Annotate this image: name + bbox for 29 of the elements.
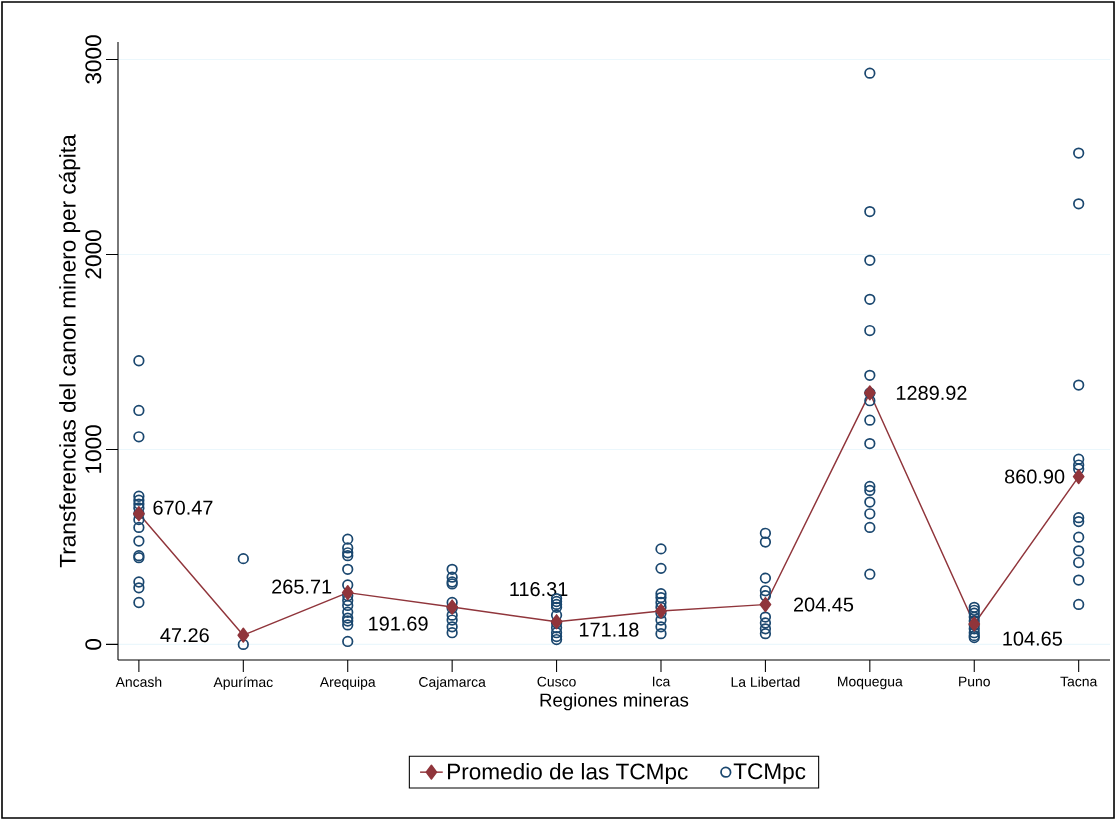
- data-label: 265.71: [272, 579, 332, 594]
- data-label: 104.65: [1003, 631, 1062, 646]
- y-axis-title: Transferencias del canon minero per cápita: [58, 134, 81, 568]
- legend-label: Promedio de las TCMpc: [448, 762, 688, 785]
- data-label: 204.45: [794, 597, 854, 612]
- x-tick-label: Puno: [959, 676, 990, 687]
- x-tick-label: Ica: [652, 676, 671, 687]
- x-tick-label: Moquegua: [838, 676, 903, 690]
- y-tick-label: 0: [85, 639, 102, 650]
- x-tick-label: Arequipa: [319, 676, 376, 690]
- data-label: 1289.92: [896, 385, 967, 400]
- x-tick-label: Apurímac: [213, 676, 273, 690]
- x-tick-label: La Libertad: [731, 676, 800, 687]
- data-label: 47.26: [160, 628, 209, 643]
- y-tick-label: 2000: [85, 230, 102, 279]
- data-label: 860.90: [1005, 469, 1065, 484]
- x-tick-label: Tacna: [1060, 676, 1098, 687]
- legend-label: TCMpc: [733, 763, 806, 784]
- data-label: 191.69: [369, 616, 428, 631]
- x-tick-label: Cusco: [537, 676, 576, 687]
- point: [237, 627, 250, 643]
- x-tick-label: Cajamarca: [419, 676, 486, 690]
- y-tick-label: 3000: [85, 35, 102, 84]
- data-label: 116.31: [510, 582, 568, 597]
- data-label: 670.47: [153, 500, 213, 515]
- y-tick-label: 1000: [85, 425, 102, 473]
- x-tick-label: Ancash: [115, 676, 162, 687]
- data-label: 171.18: [579, 622, 639, 637]
- x-axis-title: Regiones mineras: [540, 692, 689, 711]
